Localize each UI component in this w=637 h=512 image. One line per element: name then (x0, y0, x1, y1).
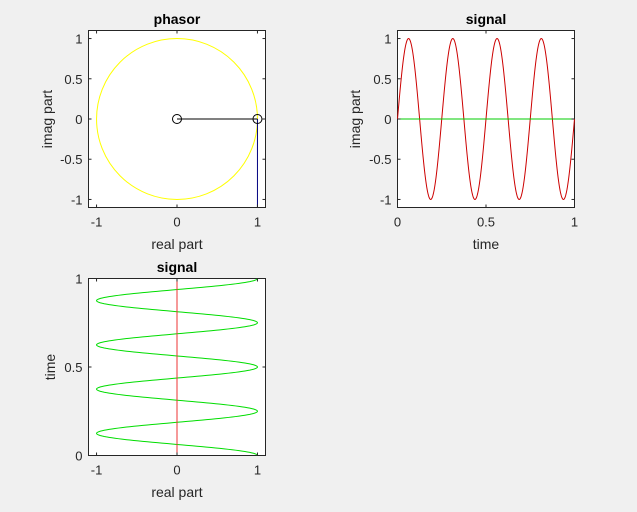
phasor-x-tick-label: 1 (254, 215, 261, 230)
cosine-series-line (96, 278, 258, 456)
signal-time-y-tick-label: -1 (380, 192, 392, 207)
signal-time-y-tick-label: -0.5 (369, 152, 391, 167)
signal-time-y-tick-label: 0.5 (373, 72, 391, 87)
signal-real-x-tick-label: 0 (173, 463, 180, 478)
phasor-y-tick-label: 0.5 (64, 72, 82, 87)
signal-time-y-tick-label: 1 (384, 32, 391, 47)
phasor-x-tick-label: -1 (91, 215, 103, 230)
signal-time-y-axis-label: imag part (347, 90, 363, 148)
signal-time-panel: 0 0.5 1 -1 -0.5 0 0.5 1 signal time imag part (347, 11, 578, 252)
signal-real-x-tick-label: 1 (254, 463, 261, 478)
signal-time-x-tick-label: 0.5 (477, 215, 495, 230)
signal-time-title: signal (466, 11, 506, 27)
phasor-y-tick-label: -0.5 (60, 152, 82, 167)
phasor-y-axis-label: imag part (39, 90, 55, 148)
signal-real-panel: -1 0 1 0 0.5 1 signal real part time (42, 259, 266, 500)
phasor-tip-marker (252, 114, 263, 124)
phasor-title: phasor (154, 11, 201, 27)
signal-time-y-tick-label: 0 (384, 112, 391, 127)
phasor-y-tick-label: 1 (75, 32, 82, 47)
origin-marker (172, 114, 182, 124)
phasor-y-tick-label: -1 (71, 192, 83, 207)
signal-real-y-tick-label: 0 (75, 449, 82, 464)
signal-real-y-tick-label: 1 (75, 272, 82, 287)
signal-real-y-axis-label: time (42, 354, 58, 381)
signal-real-x-axis-label: real part (151, 484, 202, 500)
signal-real-y-tick-label: 0.5 (64, 360, 82, 375)
phasor-x-axis-label: real part (151, 236, 202, 252)
signal-real-title: signal (157, 259, 197, 275)
signal-real-x-tick-label: -1 (91, 463, 103, 478)
signal-time-x-tick-label: 1 (571, 215, 578, 230)
phasor-panel: -1 0 1 -1 -0.5 0 0.5 1 phasor real part imag pa… (39, 11, 266, 252)
signal-time-x-axis-label: time (473, 236, 500, 252)
signal-time-x-tick-label: 0 (394, 215, 401, 230)
phasor-y-tick-label: 0 (75, 112, 82, 127)
phasor-x-tick-label: 0 (173, 215, 180, 230)
